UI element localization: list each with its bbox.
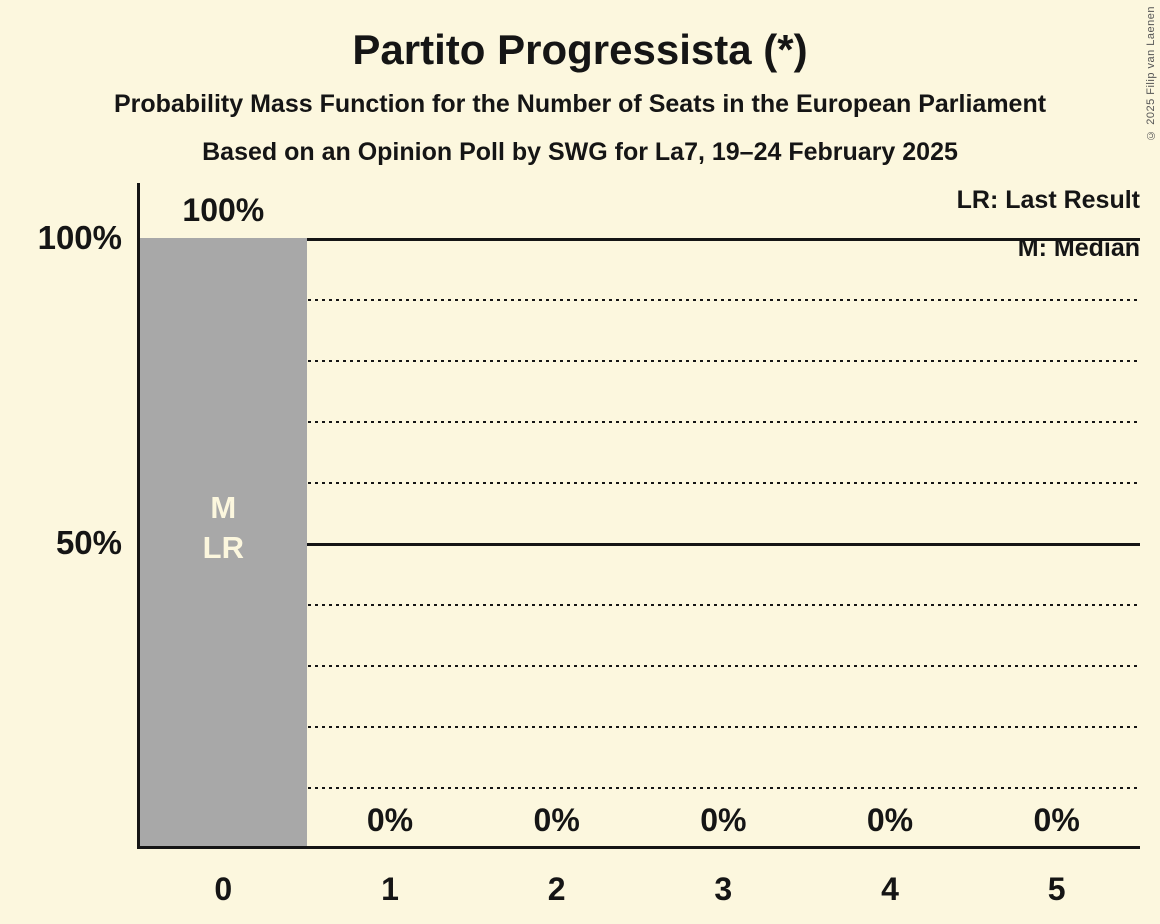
column-seat-1: 0% 1 <box>307 238 474 907</box>
x-axis-line <box>137 846 1140 849</box>
column-seat-3: 0% 3 <box>640 238 807 907</box>
chart-subtitle-line1: Probability Mass Function for the Number… <box>113 90 1047 118</box>
copyright-notice: © 2025 Filip van Laenen <box>1145 6 1157 141</box>
chart-subtitle-line2: Based on an Opinion Poll by SWG for La7,… <box>202 138 958 166</box>
x-axis-label-4: 4 <box>881 871 899 907</box>
x-axis-label-0: 0 <box>214 871 233 907</box>
gridline-dotted-60 <box>140 482 1140 484</box>
gridline-dotted-30 <box>140 665 1140 667</box>
column-seat-0: M LR 100% 0 <box>140 192 307 907</box>
bar-value-label-seat-5: 0% <box>1033 802 1080 838</box>
plot-area: M LR 100% 0 0% 1 0% 2 0% 3 0% 4 0% 5 <box>140 192 1140 907</box>
y-axis-line <box>137 183 140 848</box>
gridline-dotted-20 <box>140 726 1140 728</box>
legend-last-result: LR: Last Result <box>956 186 1140 214</box>
bar-annotation-lr: LR <box>202 530 244 566</box>
legend-median: M: Median <box>1017 234 1140 262</box>
gridline-dotted-80 <box>140 360 1140 362</box>
x-axis-label-2: 2 <box>547 871 566 907</box>
x-axis-label-5: 5 <box>1047 871 1066 907</box>
column-seat-4: 0% 4 <box>807 238 974 907</box>
x-axis-label-1: 1 <box>381 871 399 907</box>
bar-value-label-seat-0: 100% <box>182 192 265 228</box>
bar-annotations-seat-0: M LR <box>140 488 307 568</box>
column-seat-2: 0% 2 <box>473 238 640 907</box>
y-axis-labels: 100% 50% <box>0 219 122 848</box>
gridline-solid-50 <box>140 543 1140 546</box>
column-seat-5: 0% 5 <box>973 238 1140 907</box>
bar-value-label-seat-3: 0% <box>700 802 747 838</box>
gridline-dotted-70 <box>140 421 1140 423</box>
gridline-dotted-90 <box>140 299 1140 301</box>
bar-seat-0: M LR <box>140 238 307 848</box>
y-axis-label-100: 100% <box>37 219 122 256</box>
bar-value-label-seat-2: 0% <box>533 802 580 838</box>
bar-annotation-m: M <box>210 490 237 526</box>
bar-value-label-seat-1: 0% <box>366 802 414 838</box>
x-axis-label-3: 3 <box>714 871 733 907</box>
gridline-dotted-10 <box>140 787 1140 789</box>
bar-value-label-seat-4: 0% <box>866 802 914 838</box>
chart-title: Partito Progressista (*) <box>352 26 808 73</box>
y-axis-label-50: 50% <box>55 524 122 561</box>
gridline-dotted-40 <box>140 604 1140 606</box>
gridline-solid-100 <box>140 238 1140 241</box>
